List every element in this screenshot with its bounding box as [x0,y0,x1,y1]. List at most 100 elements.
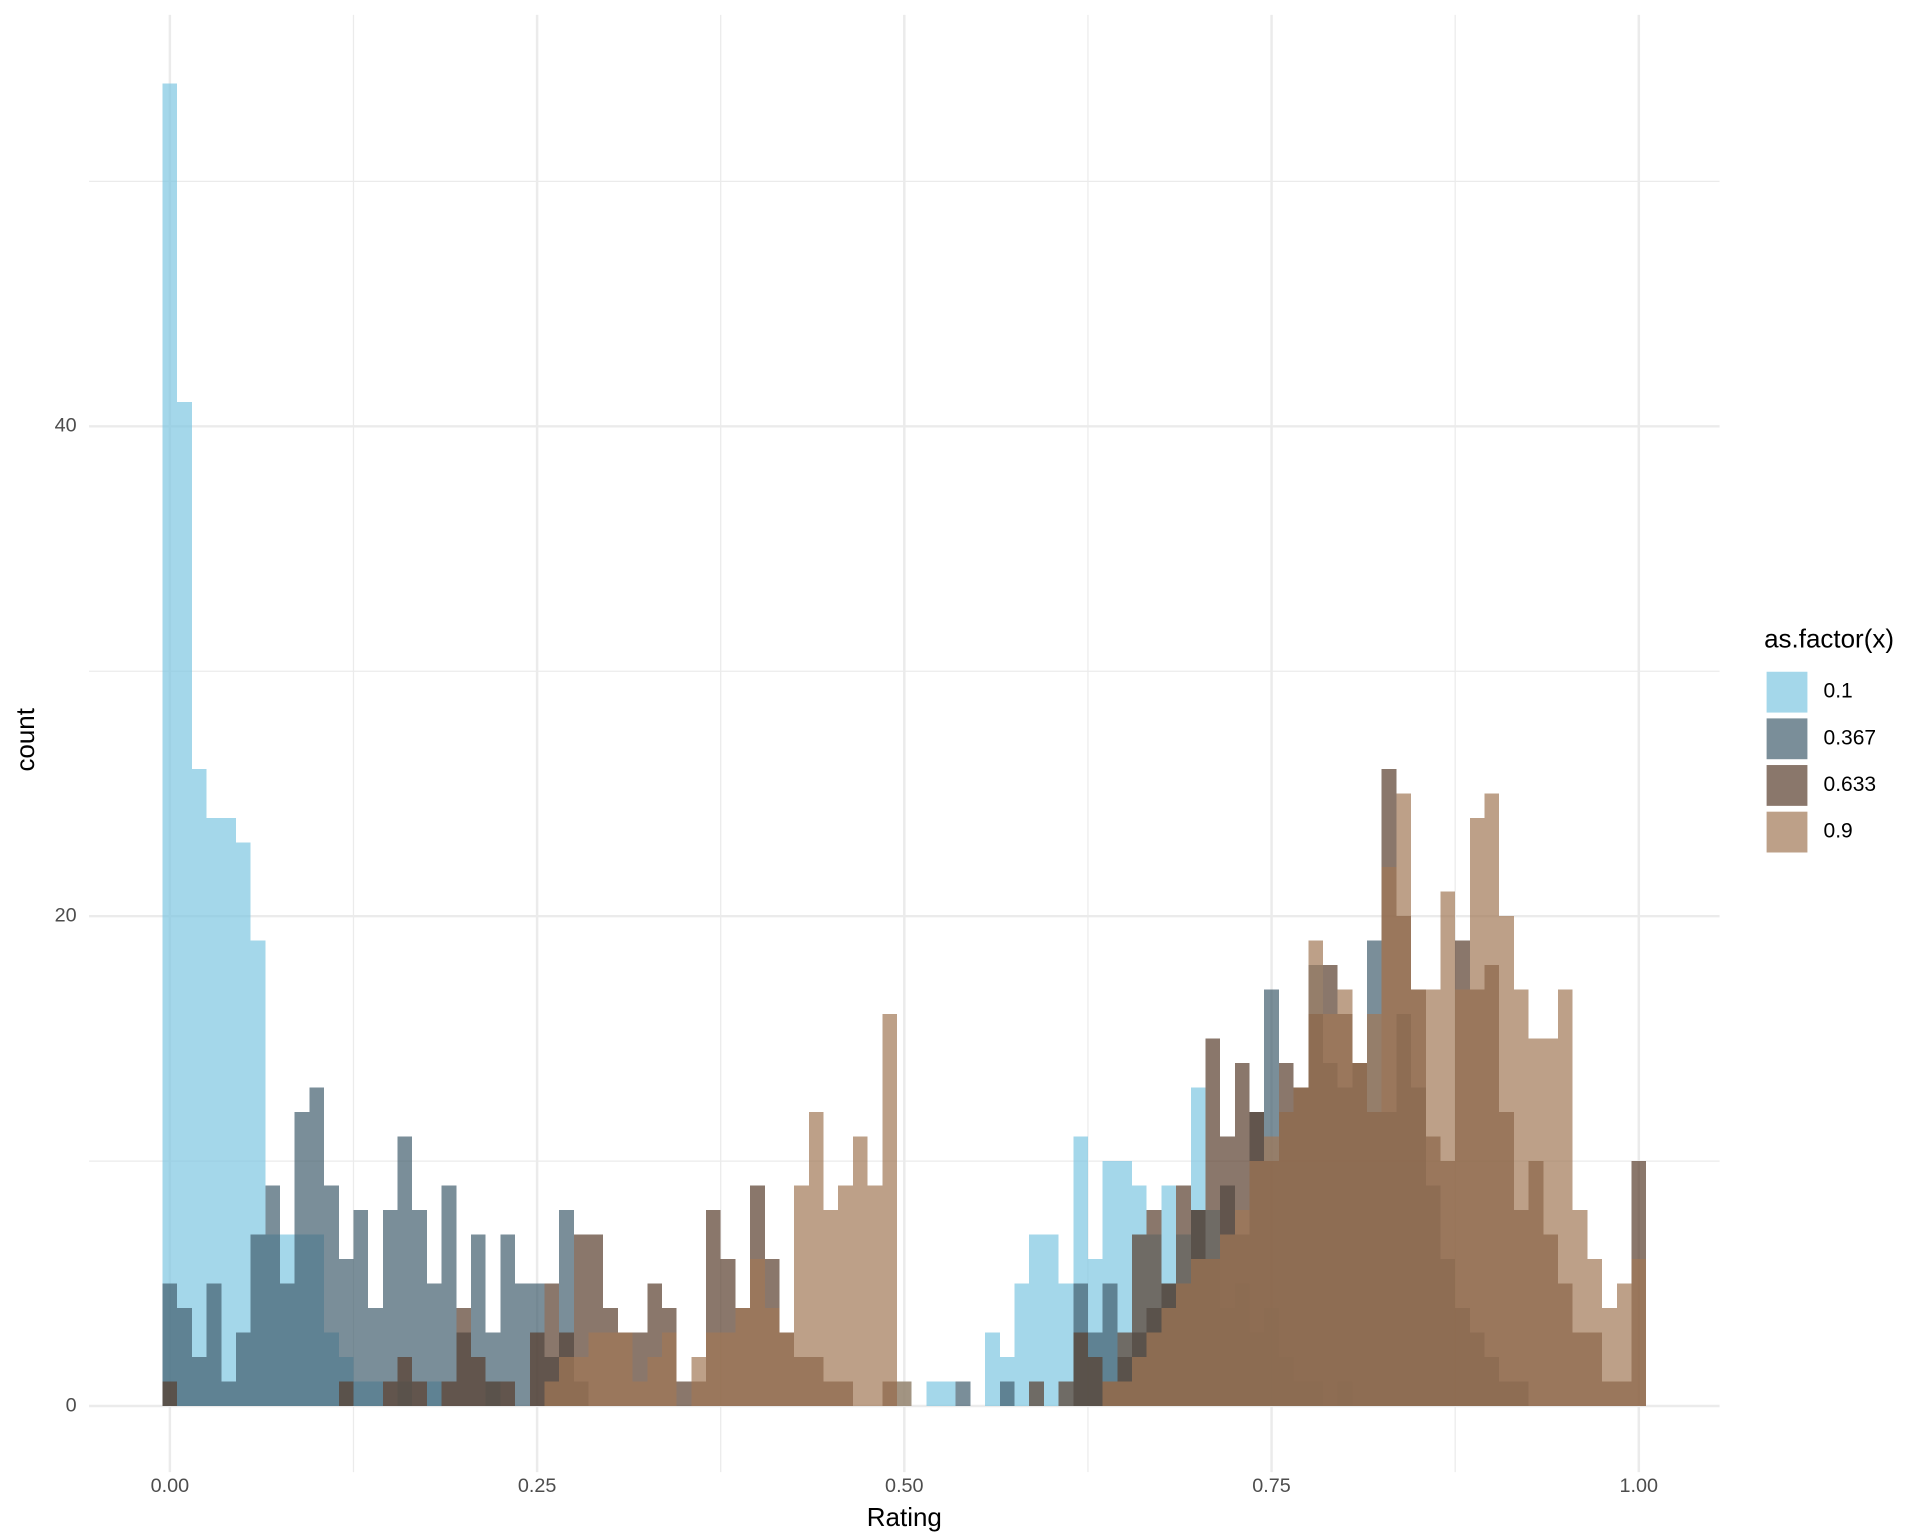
histogram-bar [1058,1381,1074,1407]
histogram-bar [338,1259,354,1407]
histogram-bar [706,1332,721,1407]
histogram-bar [1484,793,1500,1407]
histogram-bar [750,1259,765,1407]
histogram-bar [955,1381,971,1407]
legend-key [1766,765,1808,806]
histogram-bar [162,83,178,1407]
legend-key [1766,718,1808,760]
legend-label: 0.1 [1824,680,1853,703]
histogram-bar [221,1381,236,1407]
histogram-bar [1469,818,1485,1407]
histogram-bar [500,1234,516,1407]
histogram-bar [823,1210,839,1407]
histogram-bar [559,1357,574,1407]
histogram-bar [1190,1259,1206,1407]
histogram-bar [1161,1308,1177,1407]
histogram-bar [573,1357,589,1407]
legend-label: 0.633 [1824,773,1877,796]
histogram-bar [985,1332,1000,1407]
histogram-bar [1322,1014,1338,1407]
histogram-bar [544,1283,560,1407]
histogram-bar [1528,1038,1544,1407]
histogram-bar [221,818,236,1407]
x-tick-label: 0.00 [151,1475,190,1497]
histogram-bar [1132,1357,1147,1407]
histogram-bar [235,842,251,1407]
histogram-bar [191,1357,207,1407]
histogram-bar [941,1381,956,1407]
histogram-bar [191,769,207,1407]
histogram-bar [882,1014,897,1407]
histogram-bar [999,1381,1015,1407]
histogram-bar [617,1332,633,1407]
histogram-bar [456,1308,471,1407]
histogram-bar [720,1332,736,1407]
x-axis-title: Rating [867,1502,942,1532]
histogram-bar [764,1308,780,1407]
histogram-bar [177,1308,192,1407]
histogram-bar [676,1381,692,1407]
histogram-bar [735,1308,751,1407]
histogram-bar [1293,1087,1309,1407]
histogram-bar [1234,1210,1250,1407]
histogram-bar [544,1381,560,1407]
histogram-bar [603,1332,618,1407]
histogram-bar [1264,1136,1279,1407]
histogram-bar [1029,1234,1044,1407]
histogram-bar [867,1185,883,1407]
x-tick-label: 0.50 [885,1475,924,1497]
histogram-bar [309,1087,325,1407]
histogram-bar [206,1283,222,1407]
histogram-bar [1411,989,1426,1407]
histogram-bar [382,1381,398,1407]
legend-label: 0.367 [1824,726,1877,749]
histogram-bar [397,1357,413,1407]
histogram-bar [1499,916,1514,1407]
histogram-bar [1425,989,1441,1407]
histogram-bar [588,1332,604,1407]
y-tick-label: 40 [55,415,77,437]
histogram-bar [206,818,222,1407]
histogram-bar [324,1185,339,1407]
histogram-bar [1278,1112,1294,1407]
histogram-bar [1572,1210,1588,1407]
histogram-bar [1367,1014,1382,1407]
histogram-bar [1087,1357,1103,1407]
histogram-bar [1513,989,1529,1407]
histogram-bar [1455,989,1470,1407]
histogram-bar [779,1332,795,1407]
histogram-bar [1102,1381,1118,1407]
legend-label: 0.9 [1824,820,1853,843]
labels-layer: 0 20 40 0.00 0.25 0.50 0.75 1.00 0.1 0.367 0.633 0.… [55,415,1876,1498]
histogram-bar [1102,1283,1118,1407]
histogram-bar [397,1136,413,1407]
histogram-bar [412,1381,427,1407]
histogram-bar [632,1381,648,1407]
histogram-bar [1396,793,1412,1407]
marks-layer [162,83,1647,1407]
histogram-bar [368,1308,383,1407]
histogram-bar [382,1210,398,1407]
legend-key [1766,671,1808,713]
x-tick-label: 1.00 [1620,1475,1659,1497]
histogram-bar [852,1136,868,1407]
histogram-bar [1058,1283,1074,1407]
histogram-bar [896,1381,912,1407]
histogram-bar [529,1332,545,1407]
histogram-bar [235,1332,251,1407]
histogram-bar [500,1381,516,1407]
histogram-bar [1029,1381,1044,1407]
histogram-bar [441,1381,457,1407]
histogram-bar [294,1112,310,1407]
histogram-bar [1117,1381,1133,1407]
histogram-bar [647,1357,662,1407]
histogram-bar [470,1357,486,1407]
histogram-bar [353,1210,369,1407]
histogram-bar [1176,1283,1191,1407]
histogram-bar [1381,867,1397,1407]
histogram-bar [838,1185,853,1407]
histogram-bar [280,1283,295,1407]
histogram-bar [1073,1332,1088,1407]
y-tick-label: 0 [66,1394,77,1416]
